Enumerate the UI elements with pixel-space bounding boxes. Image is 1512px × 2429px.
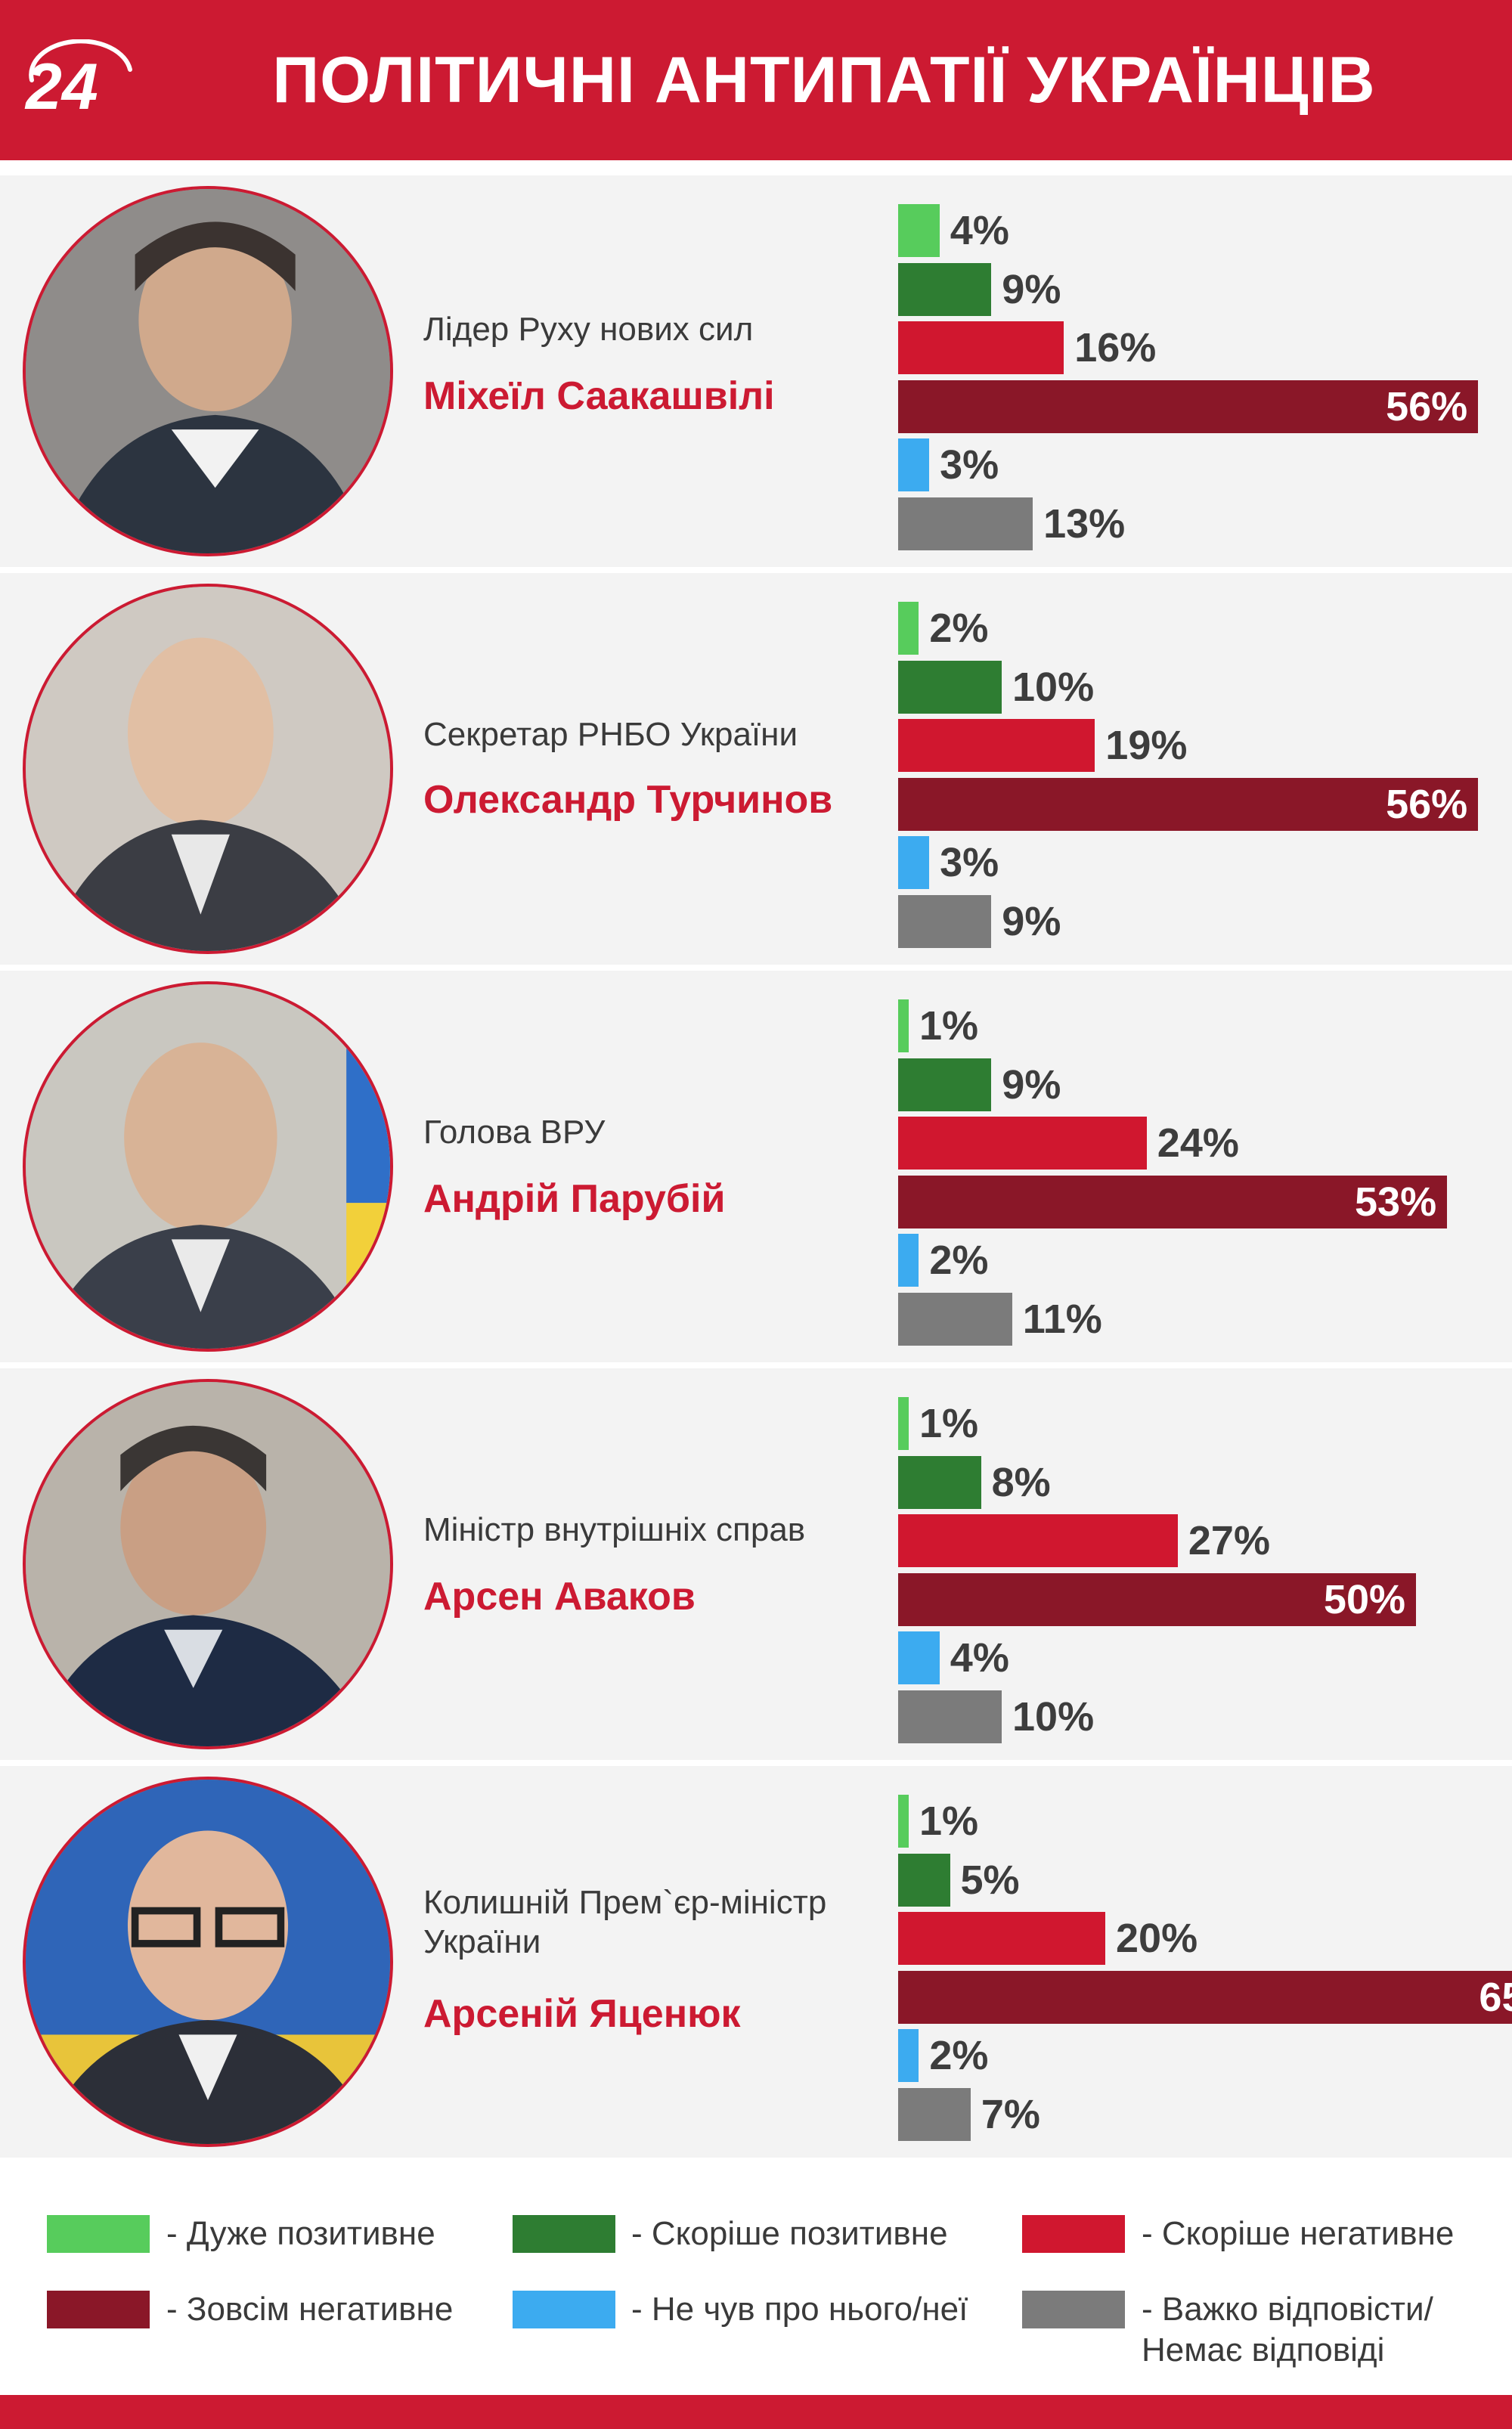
person-name: Олександр Турчинов bbox=[423, 778, 833, 822]
value-label-completely-negative: 50% bbox=[1323, 1576, 1405, 1622]
logo-text: 24 bbox=[24, 51, 98, 121]
bar-rather-positive bbox=[898, 262, 992, 316]
person-role: Колишній Прем`єр-міністр України bbox=[423, 1884, 827, 1960]
person-name: Андрій Парубій bbox=[423, 1177, 726, 1221]
person-photo bbox=[23, 1379, 393, 1749]
bar-very-positive bbox=[898, 204, 940, 257]
legend-label-very-positive: - Дуже позитивне bbox=[166, 2215, 435, 2252]
person-photo bbox=[23, 186, 393, 556]
bar-rather-negative bbox=[898, 719, 1095, 772]
bar-very-positive bbox=[898, 1397, 909, 1450]
bar-very-positive bbox=[898, 999, 909, 1052]
person-role: Лідер Руху нових сил bbox=[423, 311, 754, 348]
legend-swatch-rather-negative bbox=[1022, 2215, 1125, 2253]
bar-completely-negative bbox=[898, 1175, 1448, 1228]
legend-swatch-very-positive bbox=[47, 2215, 150, 2253]
value-label-rather-negative: 19% bbox=[1105, 723, 1188, 768]
value-label-hard-to-say: 10% bbox=[1012, 1693, 1095, 1740]
bar-rather-negative bbox=[898, 1514, 1178, 1567]
person-role: Секретар РНБО України bbox=[423, 716, 798, 753]
value-label-never-heard: 2% bbox=[929, 1238, 989, 1283]
legend-swatch-never-heard bbox=[513, 2291, 615, 2328]
legend-label-rather-negative: - Скоріше негативне bbox=[1142, 2215, 1455, 2252]
value-label-rather-positive: 5% bbox=[960, 1857, 1020, 1903]
bar-completely-negative bbox=[898, 777, 1479, 831]
person-role: Голова ВРУ bbox=[423, 1114, 606, 1151]
value-label-very-positive: 1% bbox=[919, 1401, 979, 1446]
value-label-very-positive: 1% bbox=[919, 1799, 979, 1844]
bar-never-heard bbox=[898, 438, 930, 491]
page-title: ПОЛІТИЧНІ АНТИПАТІЇ УКРАЇНЦІВ bbox=[272, 44, 1376, 116]
value-label-very-positive: 1% bbox=[919, 1003, 979, 1049]
bar-rather-negative bbox=[898, 1117, 1147, 1170]
bar-very-positive bbox=[898, 1795, 909, 1848]
value-label-hard-to-say: 7% bbox=[981, 2091, 1040, 2137]
value-label-rather-negative: 16% bbox=[1074, 325, 1157, 370]
person-photo bbox=[23, 981, 393, 1352]
person-photo bbox=[23, 584, 393, 954]
legend-swatch-hard-to-say bbox=[1022, 2291, 1125, 2328]
bar-completely-negative bbox=[898, 1970, 1512, 2024]
bar-completely-negative bbox=[898, 380, 1479, 433]
value-label-rather-positive: 10% bbox=[1012, 664, 1095, 710]
bar-never-heard bbox=[898, 836, 930, 889]
bar-hard-to-say bbox=[898, 894, 992, 948]
bar-completely-negative bbox=[898, 1572, 1416, 1626]
value-label-never-heard: 4% bbox=[950, 1635, 1009, 1681]
value-label-hard-to-say: 9% bbox=[1002, 898, 1061, 944]
bar-very-positive bbox=[898, 602, 919, 655]
bar-hard-to-say bbox=[898, 2087, 971, 2141]
value-label-rather-negative: 27% bbox=[1188, 1518, 1270, 1563]
value-label-completely-negative: 56% bbox=[1386, 781, 1468, 827]
bar-never-heard bbox=[898, 1234, 919, 1287]
value-label-rather-negative: 20% bbox=[1116, 1916, 1198, 1961]
value-label-completely-negative: 65% bbox=[1479, 1974, 1512, 2020]
bar-never-heard bbox=[898, 1631, 940, 1684]
value-label-very-positive: 4% bbox=[950, 208, 1009, 253]
legend-label-hard-to-say: - Важко відповісти/ Немає відповіді bbox=[1142, 2291, 1433, 2369]
bar-rather-positive bbox=[898, 1058, 992, 1111]
value-label-very-positive: 2% bbox=[929, 606, 989, 651]
value-label-hard-to-say: 13% bbox=[1043, 500, 1126, 547]
person-name: Арсеній Яценюк bbox=[423, 1992, 741, 2036]
person-panel: Міністр внутрішніх справ Арсен Аваков 1% 8%… bbox=[0, 1368, 1512, 1760]
person-panel: Колишній Прем`єр-міністр України Арсеній … bbox=[0, 1766, 1512, 2158]
person-panel: Секретар РНБО України Олександр Турчинов 2… bbox=[0, 573, 1512, 965]
person-role: Міністр внутрішніх справ bbox=[423, 1511, 806, 1548]
legend-label-rather-positive: - Скоріше позитивне bbox=[631, 2215, 948, 2252]
bar-rather-negative bbox=[898, 321, 1064, 374]
value-label-rather-positive: 9% bbox=[1002, 266, 1061, 312]
value-label-never-heard: 2% bbox=[929, 2033, 989, 2078]
value-label-completely-negative: 56% bbox=[1386, 383, 1468, 429]
legend: - Дуже позитивне - Скоріше позитивне - С… bbox=[0, 2166, 1512, 2393]
person-name: Арсен Аваков bbox=[423, 1575, 696, 1619]
bar-hard-to-say bbox=[898, 497, 1033, 550]
bar-rather-positive bbox=[898, 660, 1002, 714]
bar-hard-to-say bbox=[898, 1690, 1002, 1743]
bar-hard-to-say bbox=[898, 1292, 1012, 1346]
header-banner: 24 ПОЛІТИЧНІ АНТИПАТІЇ УКРАЇНЦІВ bbox=[0, 0, 1512, 160]
value-label-rather-positive: 9% bbox=[1002, 1061, 1061, 1108]
person-photo bbox=[23, 1777, 393, 2147]
bar-rather-positive bbox=[898, 1455, 981, 1509]
legend-swatch-rather-positive bbox=[513, 2215, 615, 2253]
value-label-never-heard: 3% bbox=[940, 442, 999, 488]
person-panel: Голова ВРУ Андрій Парубій 1% 9% 24% 53% 2% 11% bbox=[0, 971, 1512, 1362]
footer-bar bbox=[0, 2395, 1512, 2429]
bar-never-heard bbox=[898, 2029, 919, 2082]
channel-24-logo-icon: 24 bbox=[24, 39, 132, 121]
value-label-rather-positive: 8% bbox=[991, 1459, 1051, 1505]
bar-rather-negative bbox=[898, 1912, 1105, 1965]
value-label-completely-negative: 53% bbox=[1355, 1179, 1437, 1225]
legend-label-completely-negative: - Зовсім негативне bbox=[166, 2291, 454, 2328]
person-name: Міхеїл Саакашвілі bbox=[423, 374, 775, 418]
legend-swatch-completely-negative bbox=[47, 2291, 150, 2328]
value-label-rather-negative: 24% bbox=[1157, 1120, 1239, 1166]
person-panel: Лідер Руху нових сил Міхеїл Саакашвілі 4% 9… bbox=[0, 175, 1512, 567]
bar-rather-positive bbox=[898, 1853, 950, 1907]
legend-label-never-heard: - Не чув про нього/неї bbox=[631, 2291, 968, 2328]
value-label-never-heard: 3% bbox=[940, 840, 999, 885]
value-label-hard-to-say: 11% bbox=[1022, 1296, 1102, 1342]
